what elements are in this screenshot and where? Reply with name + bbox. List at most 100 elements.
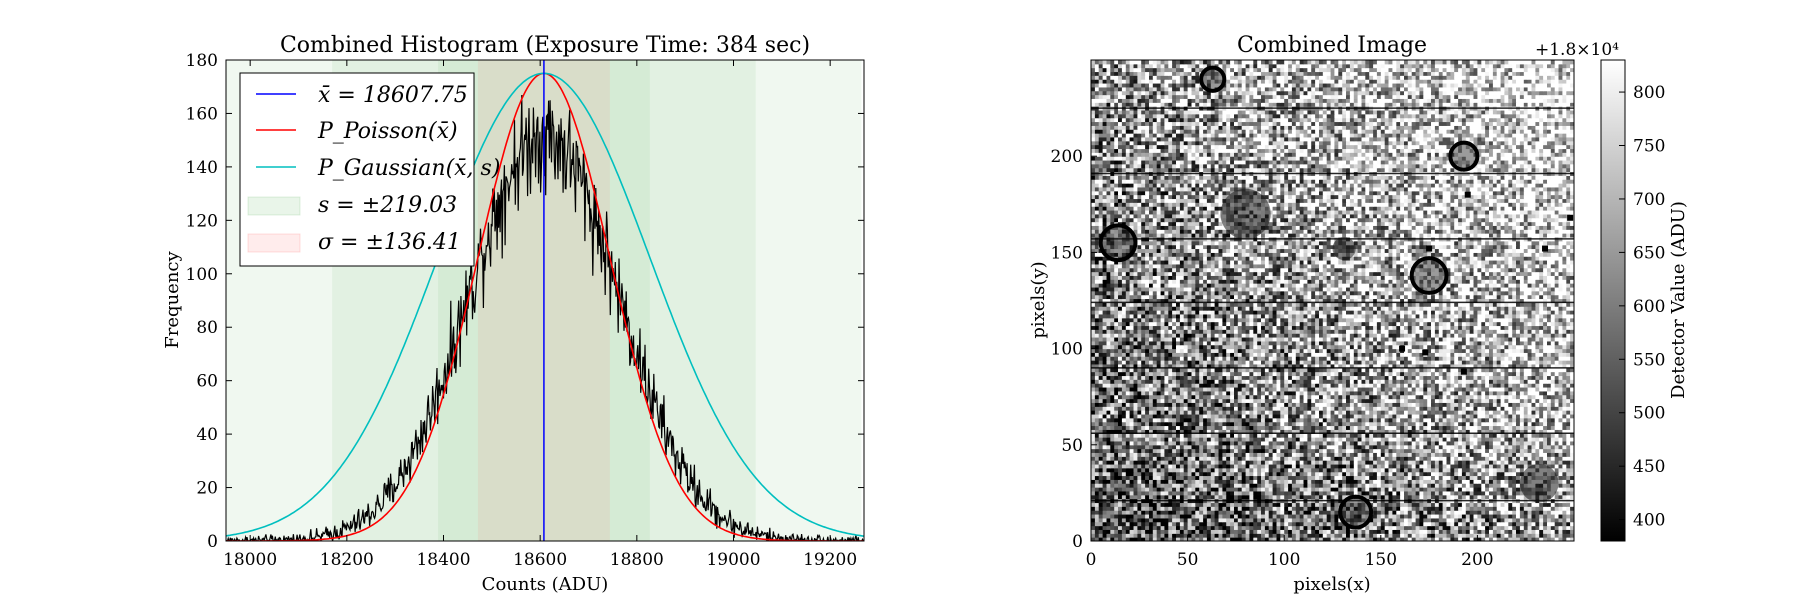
image-pixel: [1311, 417, 1316, 423]
image-pixel: [1114, 429, 1119, 434]
image-pixel: [1392, 537, 1397, 541]
image-pixel: [1365, 471, 1370, 477]
image-pixel: [1519, 437, 1525, 442]
image-pixel: [1319, 398, 1324, 403]
image-pixel: [1094, 387, 1100, 392]
image-pixel: [1326, 433, 1332, 438]
image-pixel: [1346, 402, 1351, 407]
image-pixel: [1388, 390, 1393, 396]
image-pixel: [1342, 441, 1347, 446]
image-pixel: [1110, 414, 1115, 419]
image-pixel: [1485, 467, 1490, 473]
image-pixel: [1191, 494, 1196, 500]
image-pixel: [1407, 437, 1413, 442]
image-pixel: [1183, 394, 1189, 400]
image-pixel: [1523, 529, 1529, 534]
image-pixel: [1373, 521, 1378, 527]
image-pixel: [1237, 533, 1243, 538]
image-pixel: [1400, 394, 1405, 400]
image-pixel: [1496, 390, 1502, 396]
image-pixel: [1315, 444, 1320, 450]
image-pixel: [1106, 529, 1111, 534]
image-pixel: [1210, 533, 1216, 538]
image-pixel: [1419, 444, 1424, 450]
image-pixel: [1141, 421, 1146, 427]
image-pixel: [1237, 529, 1243, 534]
image-pixel: [1264, 452, 1270, 457]
image-pixel: [1543, 502, 1548, 507]
image-pixel: [1203, 491, 1208, 496]
image-pixel: [1284, 456, 1289, 461]
image-pixel: [1226, 479, 1231, 484]
image-pixel: [1465, 537, 1471, 541]
image-pixel: [1187, 387, 1192, 392]
image-pixel: [1438, 533, 1444, 538]
image-pixel: [1411, 444, 1417, 450]
image-pixel: [1137, 460, 1142, 465]
image-pixel: [1288, 402, 1293, 407]
image-pixel: [1195, 514, 1200, 519]
image-pixel: [1458, 456, 1463, 461]
image-pixel: [1535, 417, 1540, 423]
image-pixel: [1446, 517, 1451, 523]
image-pixel: [1222, 529, 1227, 534]
image-pixel: [1214, 521, 1219, 527]
image-pixel: [1091, 390, 1096, 396]
image-pixel: [1566, 502, 1571, 507]
image-pixel: [1504, 402, 1509, 407]
image-pixel: [1531, 529, 1536, 534]
image-pixel: [1299, 517, 1305, 523]
image-pixel: [1160, 421, 1165, 427]
image-pixel: [1199, 444, 1204, 450]
image-pixel: [1396, 429, 1401, 434]
image-pixel: [1152, 521, 1158, 527]
image-pixel: [1361, 464, 1366, 469]
image-pixel: [1392, 410, 1397, 415]
image-pixel: [1222, 425, 1227, 430]
image-title: Combined Image: [1237, 33, 1427, 58]
image-pixel: [1218, 483, 1223, 488]
image-pixel: [1280, 491, 1285, 496]
image-pixel: [1199, 402, 1204, 407]
image-pixel: [1230, 394, 1235, 400]
image-pixel: [1091, 394, 1096, 400]
image-pixel: [1125, 452, 1131, 457]
image-pixel: [1183, 437, 1189, 442]
image-pixel: [1322, 414, 1328, 419]
image-pixel: [1396, 514, 1401, 519]
image-pixel: [1400, 460, 1405, 465]
image-pixel: [1361, 529, 1366, 534]
image-pixel: [1218, 394, 1223, 400]
image-pixel: [1489, 471, 1494, 477]
image-pixel: [1481, 410, 1486, 415]
image-pixel: [1129, 456, 1134, 461]
image-pixel: [1303, 410, 1308, 415]
image-pixel: [1118, 390, 1123, 396]
image-pixel: [1369, 425, 1374, 430]
image-pixel: [1558, 467, 1563, 473]
image-pixel: [1465, 429, 1471, 434]
image-pixel: [1554, 517, 1560, 523]
image-pixel: [1330, 502, 1335, 507]
image-pixel: [1183, 464, 1189, 469]
image-pixel: [1145, 502, 1150, 507]
image-pixel: [1319, 414, 1324, 419]
image-pixel: [1226, 441, 1231, 446]
image-pixel: [1376, 475, 1382, 480]
image-pixel: [1288, 479, 1293, 484]
image-pixel: [1172, 460, 1177, 465]
image-pixel: [1299, 529, 1305, 534]
image-pixel: [1461, 521, 1467, 527]
image-pixel: [1129, 444, 1134, 450]
image-pixel: [1237, 514, 1243, 519]
image-pixel: [1489, 464, 1494, 469]
image-pixel: [1191, 491, 1196, 496]
image-pixel: [1338, 460, 1343, 465]
image-pixel: [1508, 429, 1513, 434]
image-pixel: [1210, 452, 1216, 457]
image-pixel: [1303, 491, 1308, 496]
image-pixel: [1334, 452, 1339, 457]
image-pixel: [1172, 514, 1177, 519]
image-pixel: [1261, 414, 1266, 419]
image-pixel: [1245, 525, 1250, 530]
